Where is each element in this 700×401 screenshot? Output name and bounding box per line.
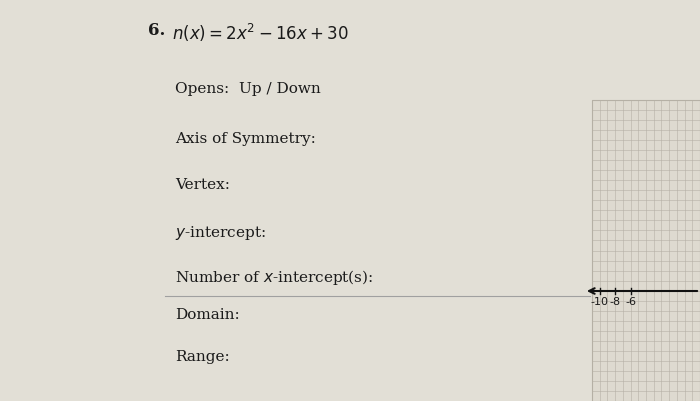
Text: $y$-intercept:: $y$-intercept: (175, 224, 266, 242)
Text: -8: -8 (610, 297, 621, 307)
Text: Opens:  Up / Down: Opens: Up / Down (175, 82, 321, 96)
Bar (592, 100, 700, 401)
Text: Range:: Range: (175, 350, 230, 364)
Text: 6.: 6. (148, 22, 165, 39)
Text: -6: -6 (625, 297, 636, 307)
Text: -10: -10 (591, 297, 609, 307)
Text: Vertex:: Vertex: (175, 178, 230, 192)
Text: Number of $x$-intercept(s):: Number of $x$-intercept(s): (175, 268, 373, 287)
Text: Domain:: Domain: (175, 308, 239, 322)
Text: Axis of Symmetry:: Axis of Symmetry: (175, 132, 316, 146)
Text: $n(x) = 2x^2 - 16x + 30$: $n(x) = 2x^2 - 16x + 30$ (172, 22, 349, 44)
